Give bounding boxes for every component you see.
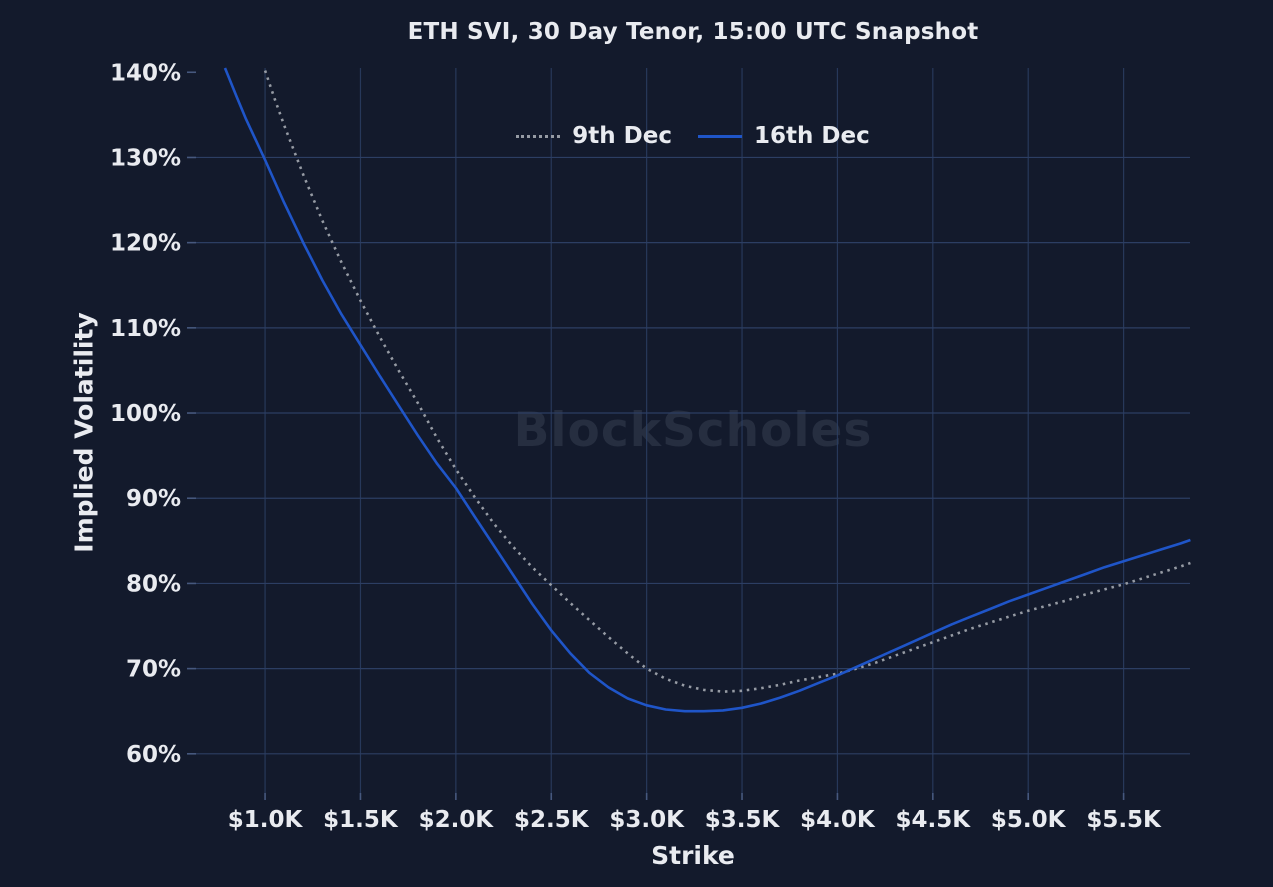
chart-title: ETH SVI, 30 Day Tenor, 15:00 UTC Snapsho… [407,19,979,45]
y-tick-label: 80% [126,571,181,597]
y-tick-label: 60% [126,742,181,768]
dotted-line-sample-icon [516,134,561,138]
legend-label-9th-dec: 9th Dec [572,123,672,149]
legend-item-16th-dec: 16th Dec [698,123,870,149]
series-line-9th-dec [263,70,1191,693]
y-axis-label: Implied Volatility [69,312,99,553]
y-tick-label: 140% [110,60,181,86]
x-tick-label: $3.5K [705,807,781,833]
x-tick-label: $2.0K [419,807,495,833]
y-tick-label: 130% [110,145,181,171]
y-tick-label: 110% [110,316,181,342]
x-axis-label: Strike [651,841,735,870]
legend-label-16th-dec: 16th Dec [754,123,870,149]
legend: 9th Dec 16th Dec [196,119,1190,153]
y-tick-label: 90% [126,486,181,512]
watermark-blockscholes: BlockScholes [513,403,873,458]
x-tick-label: $5.5K [1086,807,1162,833]
y-tick-label: 100% [110,401,181,427]
x-tick-label: $3.0K [609,807,685,833]
x-tick-label: $4.5K [896,807,972,833]
y-tick-label: 70% [126,657,181,683]
x-tick-label: $1.0K [228,807,304,833]
x-tick-label: $2.5K [514,807,590,833]
series-line-16th-dec [223,67,1191,713]
x-tick-label: $5.0K [991,807,1067,833]
x-tick-label: $4.0K [800,807,876,833]
x-tick-label: $1.5K [323,807,399,833]
legend-item-9th-dec: 9th Dec [516,123,672,149]
y-tick-label: 120% [110,231,181,257]
solid-line-sample-icon [698,134,742,138]
